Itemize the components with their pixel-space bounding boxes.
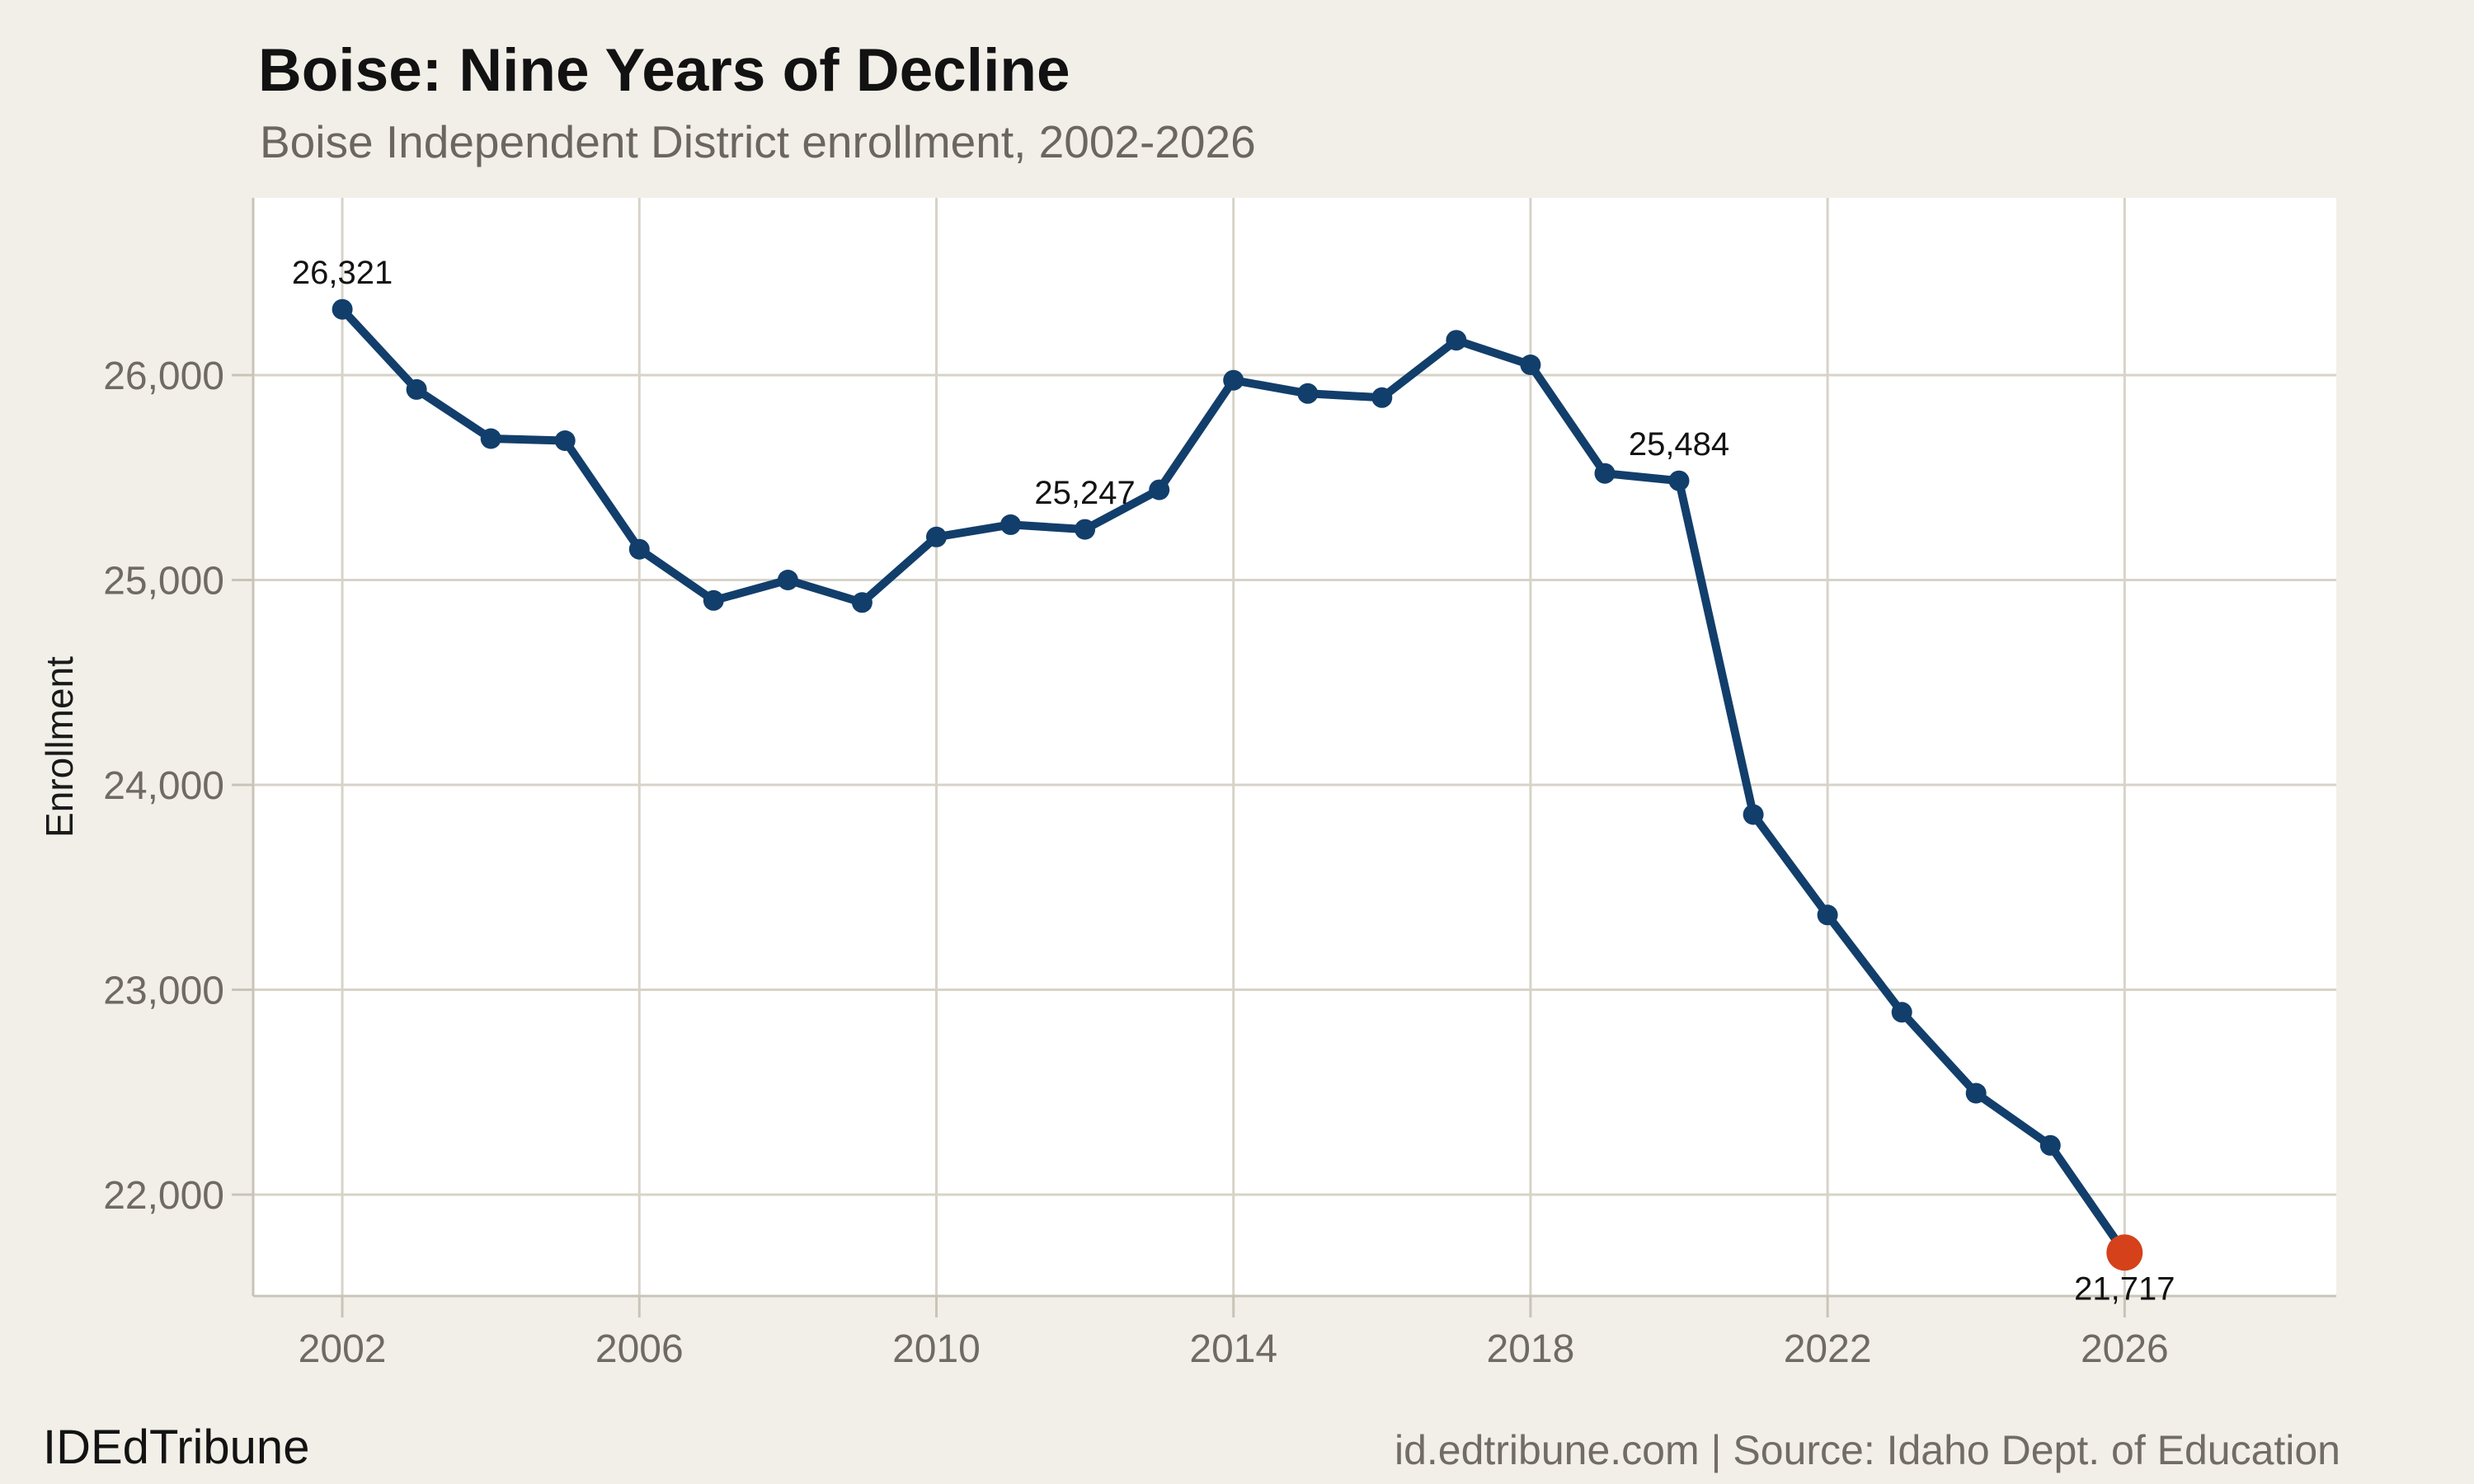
y-tick-label-25,000: 25,000 [103, 559, 224, 603]
y-tick-label-23,000: 23,000 [103, 969, 224, 1012]
data-point-2020 [1668, 470, 1690, 491]
data-point-2021 [1743, 804, 1764, 825]
data-point-2007 [703, 589, 724, 611]
x-tick-label-2022: 2022 [1784, 1327, 1872, 1371]
data-point-2004 [480, 428, 501, 449]
source-credit: id.edtribune.com | Source: Idaho Dept. o… [1394, 1427, 2340, 1473]
data-point-2014 [1223, 369, 1244, 391]
y-tick-label-22,000: 22,000 [103, 1174, 224, 1218]
data-point-2018 [1520, 355, 1541, 375]
data-point-2005 [554, 430, 576, 451]
data-point-2022 [1817, 904, 1838, 926]
data-point-2017 [1446, 330, 1467, 351]
y-tick-label-26,000: 26,000 [103, 355, 224, 398]
data-point-2024 [1965, 1082, 1987, 1104]
data-point-2008 [777, 570, 798, 590]
axis-tick-labels: 22,000 23,000 24,000 25,000 26,000 2002 2006 20… [103, 355, 2169, 1371]
data-point-2009 [851, 592, 872, 613]
data-point-2023 [1891, 1002, 1912, 1023]
plot-area [253, 198, 2336, 1296]
data-point-2011 [1000, 514, 1021, 535]
data-labels: 26,321 25,247 25,484 21,717 [292, 255, 2175, 1307]
x-tick-label-2010: 2010 [892, 1327, 981, 1371]
data-point-2003 [406, 378, 427, 400]
x-tick-label-2018: 2018 [1487, 1327, 1575, 1371]
value-label-2012: 25,247 [1034, 475, 1135, 511]
gridlines [253, 198, 2336, 1296]
data-point-2015 [1297, 383, 1319, 404]
publication-logo: IDEdTribune [43, 1421, 310, 1474]
value-label-2020: 25,484 [1629, 426, 1729, 463]
data-point-2010 [926, 526, 947, 547]
x-tick-label-2026: 2026 [2081, 1327, 2169, 1371]
data-point-2013 [1149, 479, 1170, 500]
data-point-2016 [1371, 387, 1393, 408]
chart-title: Boise: Nine Years of Decline [258, 37, 1070, 104]
data-point-2026 [2106, 1234, 2143, 1271]
y-axis-title: Enrollment [38, 656, 81, 838]
chart-subtitle: Boise Independent District enrollment, 2… [260, 116, 1256, 167]
value-label-2026: 21,717 [2074, 1270, 2175, 1307]
data-point-2012 [1075, 519, 1096, 540]
axes [232, 198, 2336, 1317]
y-tick-label-24,000: 24,000 [103, 764, 224, 808]
data-point-2006 [628, 538, 650, 560]
data-series [332, 298, 2143, 1271]
x-tick-label-2006: 2006 [595, 1327, 684, 1371]
data-point-2002 [332, 298, 353, 320]
x-tick-label-2002: 2002 [299, 1327, 387, 1371]
value-label-2002: 26,321 [292, 255, 393, 291]
x-tick-label-2014: 2014 [1189, 1327, 1277, 1371]
data-point-2025 [2039, 1134, 2061, 1156]
data-point-2019 [1594, 463, 1616, 484]
